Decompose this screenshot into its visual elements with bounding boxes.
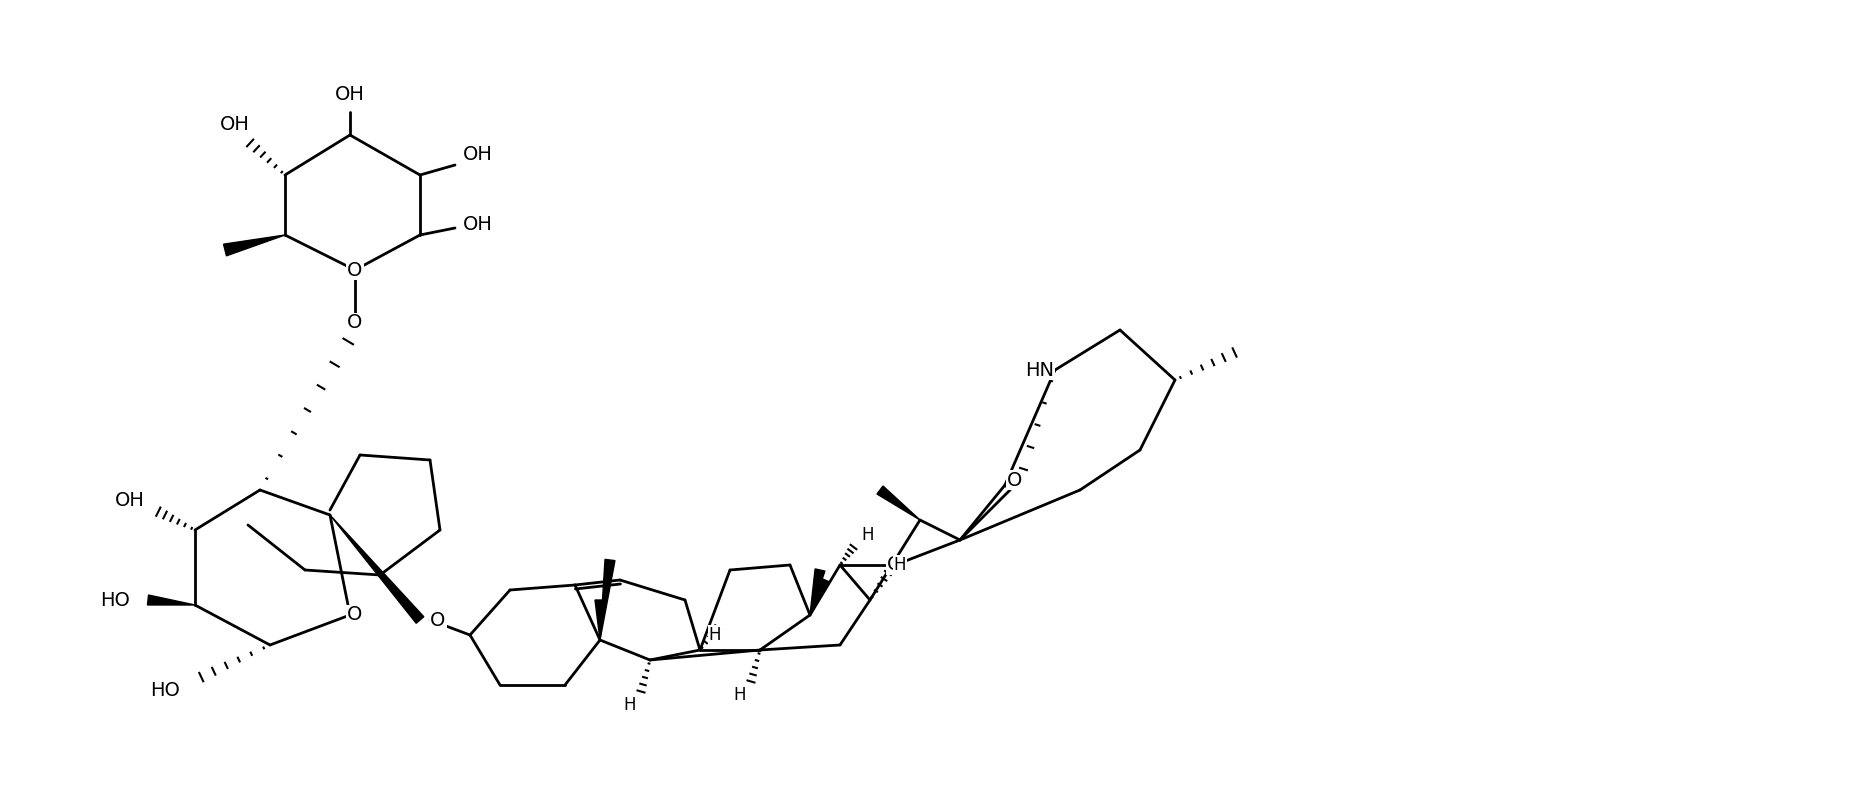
Text: O: O	[347, 606, 362, 625]
Text: OH: OH	[114, 491, 144, 509]
Text: O: O	[347, 261, 362, 280]
Text: O: O	[1007, 471, 1022, 489]
Text: OH: OH	[463, 216, 493, 234]
Text: O: O	[430, 610, 446, 630]
Text: H: H	[709, 626, 720, 644]
Polygon shape	[810, 578, 829, 615]
Text: HO: HO	[99, 590, 129, 610]
Polygon shape	[876, 486, 919, 520]
Polygon shape	[148, 595, 195, 605]
Text: OH: OH	[219, 115, 250, 135]
Text: HO: HO	[150, 681, 180, 699]
Text: O: O	[887, 556, 902, 574]
Polygon shape	[810, 569, 825, 615]
Text: HN: HN	[1026, 361, 1054, 379]
Polygon shape	[600, 559, 615, 640]
Text: O: O	[347, 314, 362, 333]
Text: OH: OH	[336, 86, 366, 104]
Text: OH: OH	[463, 145, 493, 164]
Polygon shape	[223, 235, 285, 256]
Text: H: H	[734, 686, 747, 704]
Text: H: H	[623, 696, 636, 714]
Text: H: H	[861, 526, 874, 544]
Polygon shape	[330, 515, 424, 623]
Polygon shape	[595, 600, 604, 640]
Text: H: H	[893, 556, 906, 574]
